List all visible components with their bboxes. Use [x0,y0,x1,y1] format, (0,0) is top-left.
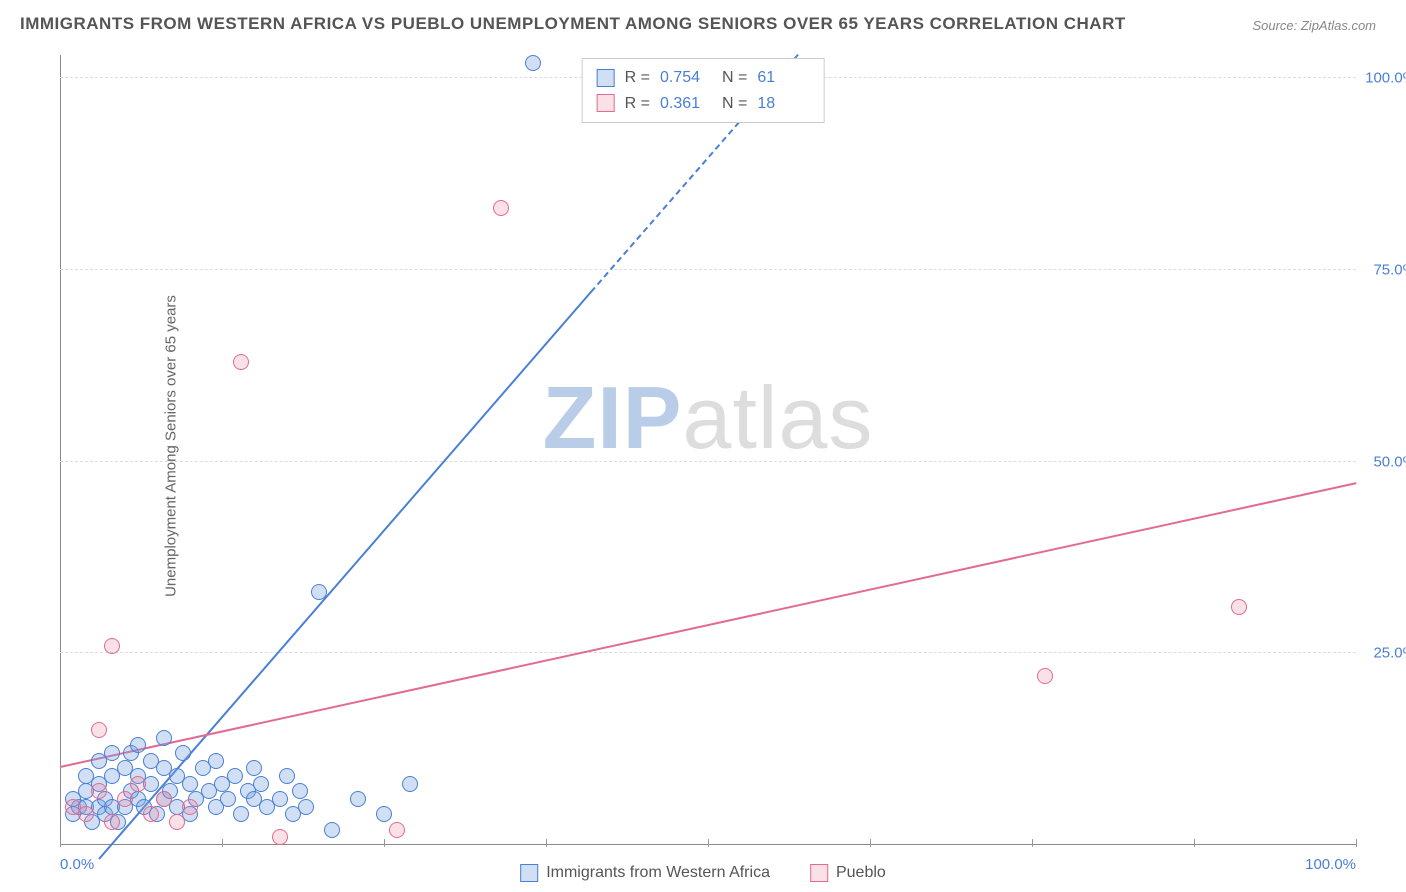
data-point [493,200,509,216]
legend-row-pueblo: R = 0.361 N = 18 [597,91,810,117]
regression-line [60,483,1356,769]
legend-row-immigrants: R = 0.754 N = 61 [597,65,810,91]
swatch-immigrants [520,864,538,882]
data-point [1231,599,1247,615]
data-point [324,822,340,838]
y-tick-label: 100.0% [1365,70,1406,87]
data-point [78,768,94,784]
data-point [311,584,327,600]
y-tick-label: 50.0% [1373,453,1406,470]
x-tick [1356,839,1357,847]
swatch-immigrants [597,69,615,87]
swatch-pueblo [597,94,615,112]
data-point [130,737,146,753]
x-tick-label: 100.0% [1305,856,1356,873]
data-point [143,806,159,822]
r-label: R = [625,65,650,91]
data-point [220,791,236,807]
data-point [253,776,269,792]
data-point [272,829,288,845]
r-value-immigrants: 0.754 [660,65,712,91]
x-tick [1032,839,1033,847]
data-point [91,753,107,769]
legend-item-immigrants: Immigrants from Western Africa [520,864,770,882]
data-point [298,799,314,815]
data-point [182,776,198,792]
data-point [279,768,295,784]
data-point [292,783,308,799]
data-point [525,55,541,71]
y-tick-label: 25.0% [1373,645,1406,662]
x-tick-label: 0.0% [60,856,94,873]
x-tick [1194,839,1195,847]
data-point [402,776,418,792]
data-point [130,776,146,792]
x-tick [384,839,385,847]
data-point [104,814,120,830]
legend-label: Immigrants from Western Africa [546,864,770,882]
data-point [233,806,249,822]
x-tick [546,839,547,847]
data-point [91,783,107,799]
data-point [104,638,120,654]
data-point [169,814,185,830]
plot-region: 25.0%50.0%75.0%100.0%0.0%100.0% [60,55,1356,845]
data-point [156,791,172,807]
data-point [208,753,224,769]
x-tick [222,839,223,847]
gridline [60,652,1356,653]
n-label: N = [722,65,747,91]
x-tick [60,839,61,847]
source-label: Source: ZipAtlas.com [1252,18,1376,33]
n-value-pueblo: 18 [757,91,809,117]
chart-area: ZIPatlas 25.0%50.0%75.0%100.0%0.0%100.0% [60,55,1356,845]
data-point [233,354,249,370]
data-point [246,760,262,776]
data-point [227,768,243,784]
legend-label: Pueblo [836,864,886,882]
data-point [117,791,133,807]
n-value-immigrants: 61 [757,65,809,91]
y-tick-label: 75.0% [1373,261,1406,278]
data-point [350,791,366,807]
gridline [60,269,1356,270]
correlation-legend: R = 0.754 N = 61 R = 0.361 N = 18 [582,58,825,123]
data-point [156,730,172,746]
gridline [60,461,1356,462]
series-legend: Immigrants from Western Africa Pueblo [520,864,886,882]
data-point [182,799,198,815]
r-value-pueblo: 0.361 [660,91,712,117]
chart-title: IMMIGRANTS FROM WESTERN AFRICA VS PUEBLO… [20,14,1126,34]
swatch-pueblo [810,864,828,882]
data-point [78,806,94,822]
y-axis [60,55,61,845]
data-point [175,745,191,761]
data-point [91,722,107,738]
x-tick [708,839,709,847]
n-label: N = [722,91,747,117]
data-point [389,822,405,838]
data-point [272,791,288,807]
data-point [1037,668,1053,684]
legend-item-pueblo: Pueblo [810,864,886,882]
data-point [376,806,392,822]
r-label: R = [625,91,650,117]
x-tick [870,839,871,847]
